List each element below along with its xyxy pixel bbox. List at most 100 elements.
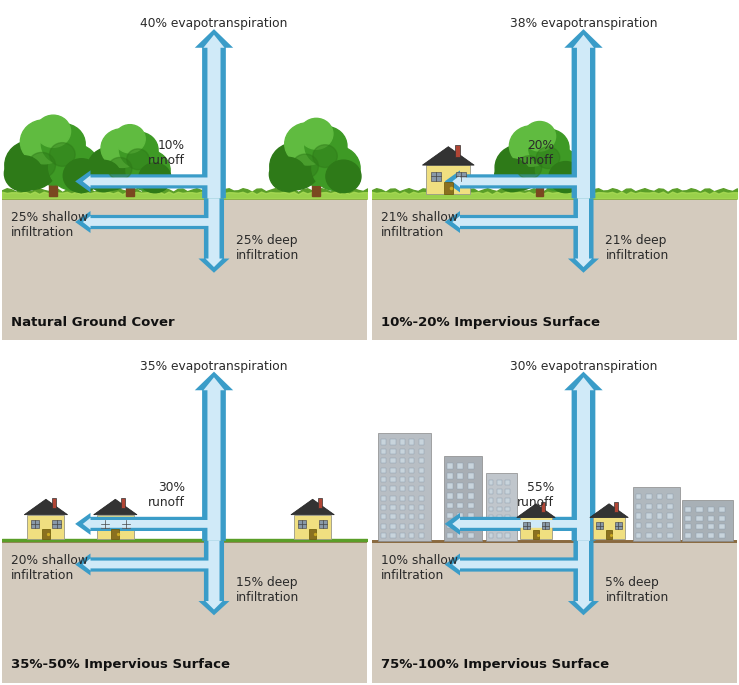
Bar [596, 523, 603, 529]
Bar [656, 513, 662, 519]
Bar [708, 525, 714, 530]
Bar [378, 432, 431, 541]
Circle shape [139, 163, 171, 192]
Bar [719, 533, 725, 538]
Bar [431, 172, 440, 181]
Bar [390, 449, 395, 454]
Bar [446, 473, 452, 479]
Bar [409, 440, 415, 445]
Bar [523, 523, 531, 529]
Circle shape [101, 129, 143, 167]
Text: 35% evapotranspiration: 35% evapotranspiration [140, 360, 287, 373]
Bar [400, 449, 405, 454]
Polygon shape [445, 513, 584, 535]
Bar [469, 463, 474, 469]
Bar [708, 507, 714, 512]
Polygon shape [195, 372, 234, 541]
Bar [656, 523, 662, 528]
Bar [696, 525, 703, 530]
Bar [381, 468, 386, 473]
Text: 20% shallow
infiltration: 20% shallow infiltration [11, 553, 88, 582]
Polygon shape [423, 147, 474, 165]
Bar [313, 170, 320, 197]
Text: 25% shallow
infiltration: 25% shallow infiltration [11, 211, 88, 239]
Polygon shape [452, 216, 584, 228]
Bar [646, 533, 652, 538]
Bar [372, 345, 737, 541]
Bar [646, 513, 652, 519]
Bar [381, 458, 386, 463]
Polygon shape [205, 541, 222, 610]
Polygon shape [203, 35, 225, 199]
Polygon shape [75, 211, 214, 233]
Bar [409, 495, 415, 501]
Bar [685, 533, 691, 538]
Bar [667, 533, 672, 538]
Bar [636, 513, 641, 519]
Bar [400, 468, 405, 473]
Bar [372, 541, 737, 683]
Bar [719, 525, 725, 530]
Circle shape [108, 158, 132, 179]
Text: Natural Ground Cover: Natural Ground Cover [11, 316, 175, 329]
Circle shape [50, 142, 75, 166]
Polygon shape [445, 211, 584, 233]
Bar [52, 521, 61, 528]
Bar [381, 505, 386, 510]
Bar [533, 530, 539, 539]
Bar [708, 516, 714, 521]
Circle shape [269, 158, 306, 191]
Circle shape [549, 162, 582, 192]
Bar [2, 541, 367, 683]
Bar [390, 477, 395, 482]
Bar [497, 506, 502, 512]
Bar [418, 440, 423, 445]
Bar [319, 521, 327, 528]
Bar [418, 477, 423, 482]
Bar [469, 483, 474, 488]
Circle shape [537, 147, 560, 169]
Bar [456, 172, 466, 181]
Bar [719, 507, 725, 512]
Polygon shape [291, 499, 334, 514]
Bar [457, 513, 463, 519]
Bar [446, 533, 452, 538]
Bar [696, 516, 703, 521]
Bar [101, 521, 109, 528]
Bar [614, 502, 618, 512]
Bar [685, 525, 691, 530]
Bar [457, 523, 463, 528]
Bar [488, 524, 494, 530]
Bar [646, 494, 652, 499]
Bar [667, 523, 672, 528]
Text: 15% deep
infiltration: 15% deep infiltration [236, 576, 299, 604]
Circle shape [509, 129, 570, 186]
Bar [409, 533, 415, 538]
Bar [457, 483, 463, 488]
Circle shape [326, 160, 361, 192]
Bar [636, 494, 641, 499]
Polygon shape [568, 541, 599, 615]
Bar [49, 169, 58, 197]
Circle shape [509, 126, 553, 166]
Text: 30% evapotranspiration: 30% evapotranspiration [510, 360, 657, 373]
Circle shape [64, 159, 100, 192]
Circle shape [524, 121, 556, 151]
Bar [455, 145, 460, 158]
Circle shape [5, 140, 58, 190]
Circle shape [536, 148, 582, 190]
Polygon shape [75, 513, 214, 535]
Bar [443, 182, 453, 195]
Bar [319, 498, 322, 508]
Polygon shape [203, 377, 225, 541]
Bar [719, 516, 725, 521]
Bar [469, 513, 474, 519]
Circle shape [21, 124, 86, 185]
Polygon shape [83, 518, 214, 530]
Polygon shape [575, 199, 592, 267]
Circle shape [312, 146, 360, 190]
Polygon shape [575, 541, 592, 610]
Circle shape [517, 155, 542, 179]
Text: 5% deep
infiltration: 5% deep infiltration [605, 576, 669, 604]
Bar [298, 521, 306, 528]
